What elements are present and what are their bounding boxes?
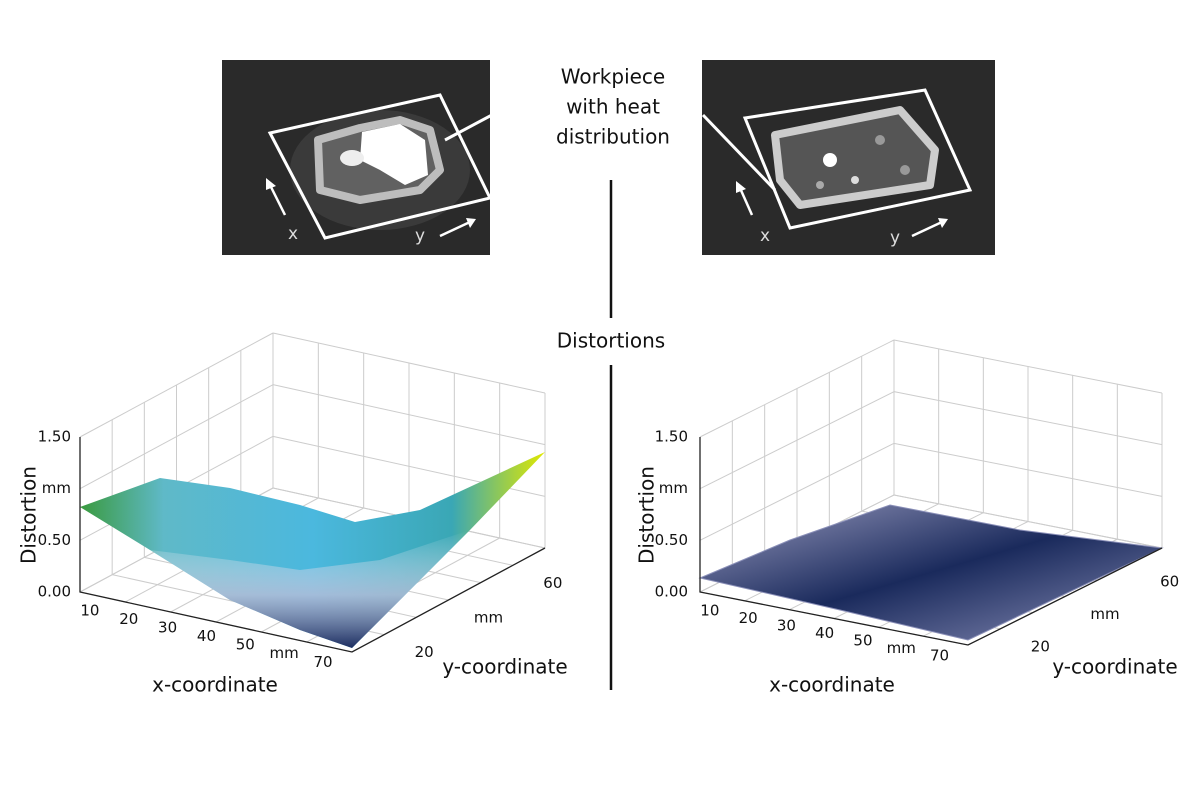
x-tick-label: 50 — [853, 632, 872, 650]
z-tick-label: 0.00 — [655, 583, 688, 601]
y-tick-label: 20 — [415, 643, 434, 661]
axis-line — [79, 437, 546, 653]
x-tick-label: 40 — [815, 624, 834, 642]
z-tick-label: 0.00 — [38, 583, 71, 601]
z-tick-label: 0.50 — [38, 531, 71, 549]
x-tick-label: 50 — [236, 636, 255, 654]
axis-line — [699, 437, 1163, 646]
x-tick-label: 70 — [930, 647, 949, 665]
x-tick-label: 40 — [197, 627, 216, 645]
surface-plot: 1.50 mm 0.50 0.00 10 20 30 40 50 mm 70 20 mm 60 Distor… — [17, 332, 568, 697]
x-axis-label: x-coordinate — [769, 673, 895, 697]
x-tick-label: 10 — [80, 601, 99, 619]
caption-line: with heat — [566, 95, 660, 119]
x-tick-label: 70 — [313, 653, 332, 671]
x-arrow-label: x — [288, 224, 298, 244]
y-tick-label: mm — [1090, 605, 1119, 623]
y-tick-label: 60 — [543, 574, 562, 592]
caption-line: Workpiece — [561, 65, 666, 89]
y-axis-label: y-coordinate — [1052, 655, 1177, 679]
y-tick-label: 60 — [1160, 573, 1179, 591]
x-tick-label: mm — [887, 639, 916, 657]
y-arrow-label: y — [415, 226, 425, 246]
section-label: Distortions — [557, 329, 665, 353]
surface-shade — [150, 530, 470, 648]
x-tick-label: 20 — [739, 609, 758, 627]
y-tick-label: mm — [474, 609, 503, 627]
z-axis-label: Distortion — [17, 466, 41, 564]
z-tick-label: 1.50 — [655, 428, 688, 446]
z-axis-label: Distortion — [635, 466, 659, 564]
surface-plot: 1.50 mm 0.50 0.00 10 20 30 40 50 mm 70 20 mm 60 Distor… — [635, 339, 1179, 697]
x-tick-label: 10 — [700, 601, 719, 619]
z-tick-label: 0.50 — [655, 531, 688, 549]
x-axis-label: x-coordinate — [152, 673, 278, 697]
x-tick-label: 30 — [158, 619, 177, 637]
z-tick-label: 1.50 — [38, 428, 71, 446]
x-tick-label: mm — [270, 644, 299, 662]
surface — [80, 452, 545, 648]
thermal-image: x y — [222, 60, 521, 255]
x-tick-label: 20 — [119, 610, 138, 628]
x-arrow-label: x — [760, 226, 770, 246]
thermal-image: x y — [701, 60, 995, 255]
caption-line: distribution — [556, 125, 670, 149]
y-arrow-label: y — [890, 228, 900, 248]
z-tick-label: mm — [42, 479, 71, 497]
y-axis-label: y-coordinate — [442, 655, 567, 679]
z-tick-label: mm — [659, 479, 688, 497]
surface — [698, 504, 1164, 641]
x-tick-label: 30 — [777, 616, 796, 634]
y-tick-label: 20 — [1031, 637, 1050, 655]
